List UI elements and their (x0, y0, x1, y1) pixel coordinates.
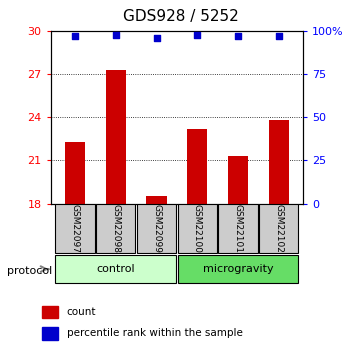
Text: protocol: protocol (7, 266, 52, 276)
Bar (259, 204, 298, 253)
Text: count: count (67, 307, 96, 317)
Bar (42, 327, 58, 339)
Text: GSM22100: GSM22100 (193, 204, 202, 253)
Text: GSM22101: GSM22101 (234, 204, 243, 253)
Bar (56, 255, 176, 283)
Text: GSM22099: GSM22099 (152, 204, 161, 253)
Text: control: control (96, 264, 135, 274)
Point (235, 33, 241, 39)
Point (154, 35, 160, 41)
Text: GSM22098: GSM22098 (111, 204, 120, 253)
Point (113, 32, 119, 37)
Text: GSM22102: GSM22102 (274, 204, 283, 253)
Text: percentile rank within the sample: percentile rank within the sample (67, 328, 243, 338)
Point (194, 32, 200, 37)
Bar (65, 142, 85, 204)
Text: GDS928 / 5252: GDS928 / 5252 (123, 9, 238, 23)
Bar (96, 204, 135, 253)
Bar (137, 204, 176, 253)
Bar (146, 196, 167, 204)
Bar (269, 120, 289, 204)
Point (72, 33, 78, 39)
Bar (178, 204, 217, 253)
Bar (105, 70, 126, 204)
Bar (218, 204, 258, 253)
Bar (228, 156, 248, 204)
Bar (178, 255, 298, 283)
Bar (42, 306, 58, 318)
Point (276, 33, 282, 39)
Text: GSM22097: GSM22097 (70, 204, 79, 253)
Text: microgravity: microgravity (203, 264, 273, 274)
Bar (187, 129, 208, 204)
Bar (56, 204, 95, 253)
